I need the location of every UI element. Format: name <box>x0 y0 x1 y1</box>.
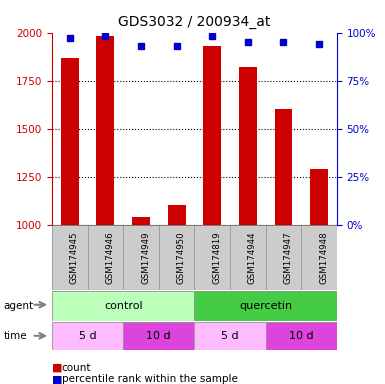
Bar <box>97 36 114 225</box>
Bar <box>310 169 328 225</box>
Text: GSM174949: GSM174949 <box>141 231 150 283</box>
Text: count: count <box>62 363 91 373</box>
Text: GSM174944: GSM174944 <box>248 231 257 284</box>
Text: quercetin: quercetin <box>239 301 292 311</box>
Text: GSM174947: GSM174947 <box>283 231 293 284</box>
Text: GSM174950: GSM174950 <box>177 231 186 284</box>
Text: GSM174948: GSM174948 <box>319 231 328 284</box>
Text: 5 d: 5 d <box>79 331 96 341</box>
Text: 10 d: 10 d <box>147 331 171 341</box>
Text: percentile rank within the sample: percentile rank within the sample <box>62 374 238 384</box>
Text: 10 d: 10 d <box>289 331 313 341</box>
Text: GSM174945: GSM174945 <box>70 231 79 284</box>
Text: ■: ■ <box>52 363 62 373</box>
Bar <box>132 217 150 225</box>
Bar <box>203 46 221 225</box>
Text: 5 d: 5 d <box>221 331 239 341</box>
Text: ■: ■ <box>52 374 62 384</box>
Bar <box>275 109 292 225</box>
Title: GDS3032 / 200934_at: GDS3032 / 200934_at <box>118 15 271 29</box>
Bar <box>239 67 257 225</box>
Text: GSM174946: GSM174946 <box>105 231 114 284</box>
Text: time: time <box>4 331 27 341</box>
Text: GSM174819: GSM174819 <box>212 231 221 284</box>
Text: agent: agent <box>4 301 34 311</box>
Text: control: control <box>104 301 142 311</box>
Bar <box>168 205 186 225</box>
Bar <box>61 58 79 225</box>
